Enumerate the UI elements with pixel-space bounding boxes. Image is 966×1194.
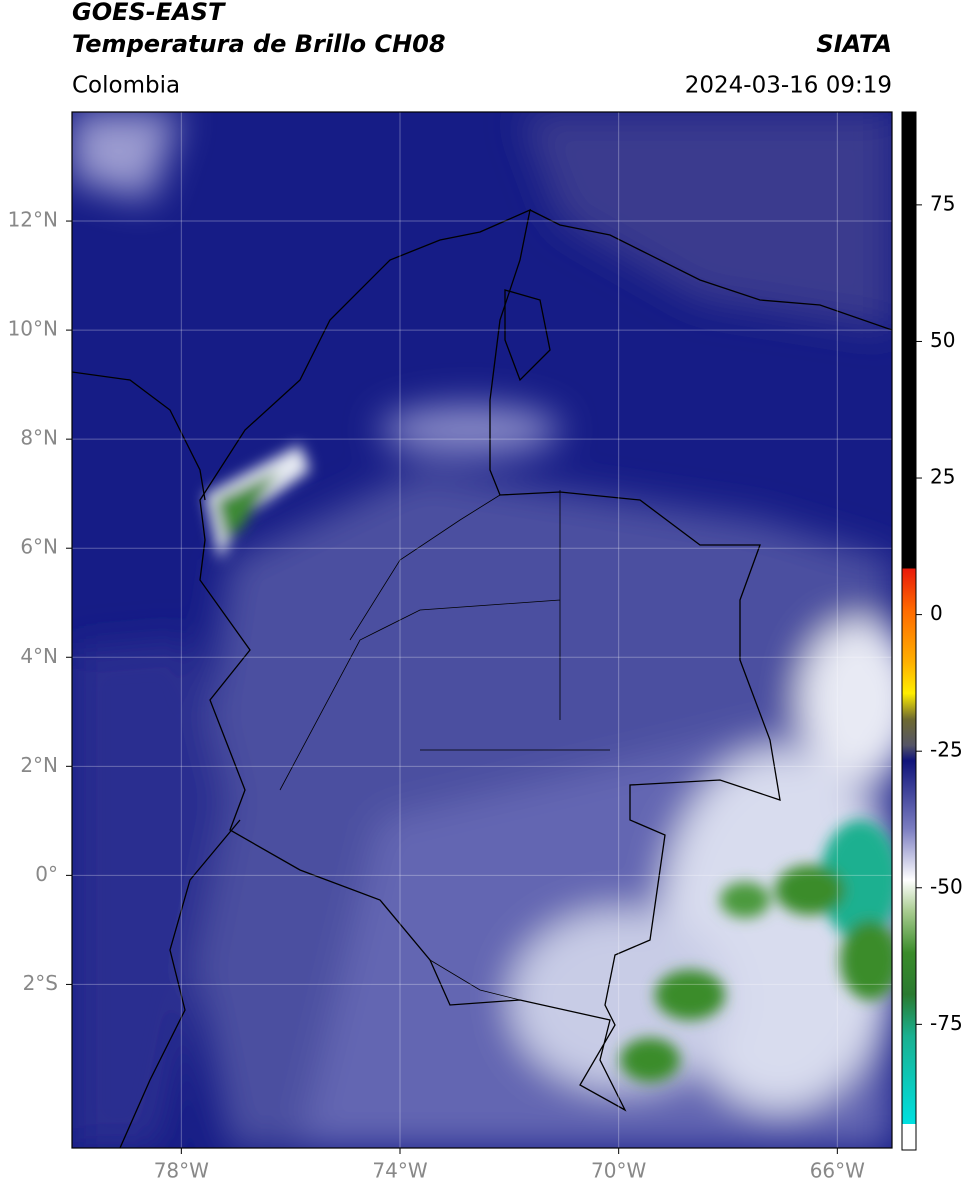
datetime: 2024-03-16 09:19: [685, 73, 892, 99]
product-title: Temperatura de Brillo CH08: [72, 30, 446, 58]
coastline: [72, 371, 206, 501]
x-tick-label: 78°W: [154, 1159, 209, 1183]
cloud-core: [720, 882, 770, 918]
colorbar-tick-label: 25: [930, 465, 955, 489]
y-tick-label: 12°N: [8, 208, 58, 232]
coastline: [529, 209, 892, 331]
region: Colombia: [72, 73, 180, 99]
country-border: [199, 208, 781, 1112]
cloud-field: [72, 112, 180, 200]
graticule: [72, 112, 892, 1148]
colorbar-tick-label: -50: [930, 874, 963, 898]
y-tick-label: 6°N: [20, 535, 58, 559]
y-tick-label: 8°N: [20, 426, 58, 450]
x-tick-label: 70°W: [591, 1159, 646, 1183]
cloud-field: [800, 620, 892, 780]
x-tick-label: 66°W: [810, 1159, 865, 1183]
colorbar: [901, 111, 917, 1151]
satellite-title: GOES-EAST: [72, 0, 226, 26]
satellite-image: [72, 112, 892, 1148]
borders: [72, 208, 892, 1148]
lake: [504, 289, 551, 382]
coastline: [119, 819, 241, 1148]
cloud-core: [775, 865, 845, 915]
cloud-core: [820, 820, 892, 940]
cloud-core: [840, 920, 892, 1000]
x-tick-label: 74°W: [372, 1159, 427, 1183]
colorbar-tick-label: 75: [930, 191, 955, 215]
colorbar-tick-label: -25: [930, 738, 963, 762]
cloud-field: [380, 405, 560, 455]
colorbar-tick-label: -75: [930, 1011, 963, 1035]
y-tick-label: 2°S: [23, 971, 58, 995]
map-frame: [71, 111, 893, 1149]
image-cores: [205, 445, 892, 1082]
y-tick-label: 2°N: [20, 753, 58, 777]
cloud-field: [520, 112, 892, 330]
department-border: [279, 490, 610, 1001]
cloud-core: [620, 1038, 680, 1082]
cloud-core: [655, 970, 725, 1020]
source: SIATA: [816, 30, 892, 58]
y-tick-label: 10°N: [8, 317, 58, 341]
cloud-core: [215, 470, 280, 540]
cloud-field: [72, 640, 230, 1148]
y-tick-label: 4°N: [20, 644, 58, 668]
colorbar-tick-label: 50: [930, 328, 955, 352]
colorbar-tick-label: 0: [930, 601, 943, 625]
cloud-field: [510, 910, 730, 1090]
y-tick-label: 0°: [35, 862, 58, 886]
